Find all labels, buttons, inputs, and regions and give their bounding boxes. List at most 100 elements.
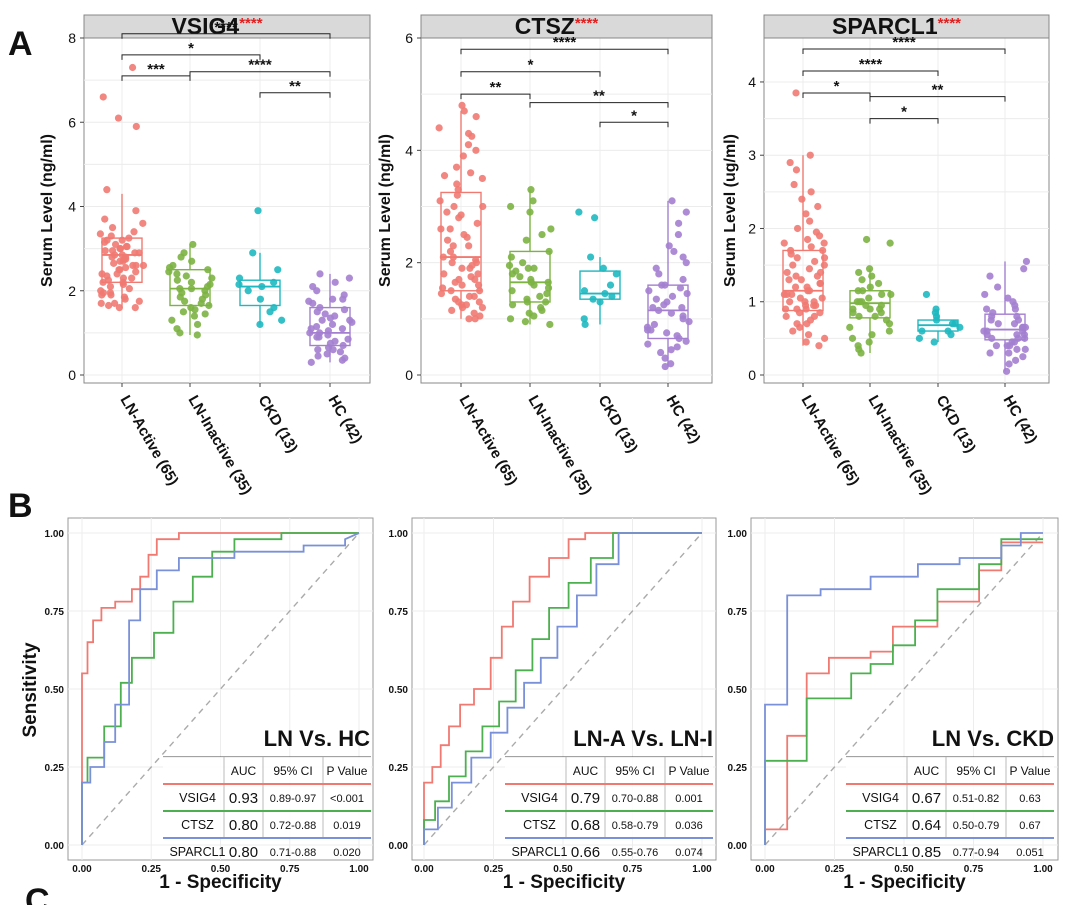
significance-label: *: [834, 78, 840, 95]
data-point: [189, 240, 197, 249]
data-point: [176, 329, 184, 337]
data-point: [516, 273, 524, 281]
x-axis-label: 1 - Specificity: [503, 872, 626, 893]
data-point: [474, 270, 482, 278]
y-tick-label: 0.00: [45, 841, 65, 852]
significance-bracket: [802, 48, 1006, 54]
table-auc: 0.85: [912, 844, 941, 861]
table-marker-name: SPARCL1: [511, 845, 567, 859]
data-point: [99, 289, 107, 297]
data-point: [886, 239, 894, 247]
data-point: [786, 298, 794, 306]
data-point: [1022, 257, 1031, 266]
data-point: [446, 225, 454, 233]
data-point: [655, 270, 663, 278]
table-header: 95% CI: [273, 764, 312, 778]
data-point: [804, 331, 813, 339]
data-point: [244, 287, 252, 295]
significance-bracket: [869, 118, 939, 124]
significance-label: *: [188, 40, 194, 57]
table-background: [163, 757, 371, 837]
y-tick-label: 0: [405, 367, 413, 383]
data-point: [187, 285, 196, 293]
data-point: [1019, 323, 1027, 331]
x-tick-label: 0.25: [484, 864, 504, 875]
roc-y-axis-label: Sensitivity: [20, 642, 41, 737]
data-point: [679, 253, 687, 261]
data-point: [806, 217, 814, 225]
data-point: [111, 299, 119, 307]
significance-label: ****: [553, 34, 577, 51]
data-point: [818, 294, 826, 302]
data-point: [345, 274, 353, 282]
data-point: [307, 358, 315, 366]
data-point: [786, 158, 794, 167]
chance-diagonal: [764, 532, 1044, 846]
roc-plot-2: 0.00 0.00 0.25 0.25 0.50 0.50 0.75 0.75 1.00 1.00…: [389, 517, 717, 893]
data-point: [679, 275, 687, 284]
data-point: [874, 279, 883, 288]
data-point: [791, 283, 800, 291]
data-point: [324, 331, 332, 339]
data-point: [1004, 294, 1012, 302]
chance-diagonal: [81, 532, 360, 846]
significance-bracket: [189, 71, 331, 77]
data-point: [440, 172, 449, 180]
data-point: [309, 299, 317, 307]
x-tick-label: LN-Active (65): [798, 393, 863, 489]
data-point: [443, 236, 452, 244]
data-point: [797, 276, 805, 284]
data-point: [670, 247, 678, 256]
data-point: [1021, 345, 1029, 353]
table-p-value: 0.001: [675, 793, 703, 805]
x-tick-label: LN-Inactive (35): [185, 393, 256, 498]
x-tick-label: 0.75: [964, 864, 984, 875]
x-tick-label: LN-Inactive (35): [865, 393, 936, 498]
data-point: [447, 287, 455, 295]
significance-bracket: [121, 54, 261, 60]
data-point: [448, 259, 456, 267]
table-p-value: 0.036: [675, 820, 703, 832]
data-point: [340, 306, 349, 314]
data-point: [326, 314, 335, 322]
roc-plot-1: 0.00 0.00 0.25 0.25 0.50 0.50 0.75 0.75 1.00 1.00…: [45, 517, 374, 893]
significance-bracket: [802, 70, 939, 76]
data-point: [339, 341, 347, 350]
data-point: [868, 331, 876, 339]
data-point: [182, 272, 190, 280]
data-point: [256, 320, 264, 329]
data-point: [460, 107, 468, 115]
significance-label: **: [490, 79, 502, 96]
x-tick-label: 0.00: [72, 864, 92, 875]
table-background: [505, 757, 713, 837]
data-point: [815, 232, 824, 240]
y-tick-label: 2: [748, 220, 756, 236]
data-point: [179, 308, 188, 316]
y-tick-label: 0.25: [728, 763, 748, 774]
data-point: [313, 287, 321, 295]
data-point: [125, 234, 133, 242]
data-point: [523, 298, 531, 306]
data-point: [165, 268, 173, 276]
data-point: [848, 334, 857, 342]
data-point: [318, 316, 326, 324]
data-point: [667, 360, 675, 368]
significance-bracket: [869, 96, 1006, 102]
data-point: [536, 292, 544, 300]
data-point: [596, 298, 604, 306]
data-point: [543, 289, 551, 298]
data-point: [449, 253, 457, 261]
data-point: [458, 101, 466, 109]
data-point: [589, 295, 597, 303]
data-point: [314, 352, 322, 360]
data-point: [115, 304, 123, 312]
data-point: [544, 284, 553, 292]
data-point: [865, 338, 873, 346]
data-point: [254, 207, 262, 215]
data-point: [780, 239, 788, 247]
panel-label-b: B: [8, 487, 33, 525]
data-point: [1003, 342, 1011, 350]
y-axis-label: Serum Level (ng/ml): [377, 134, 394, 287]
data-point: [685, 318, 693, 326]
data-point: [307, 325, 315, 333]
